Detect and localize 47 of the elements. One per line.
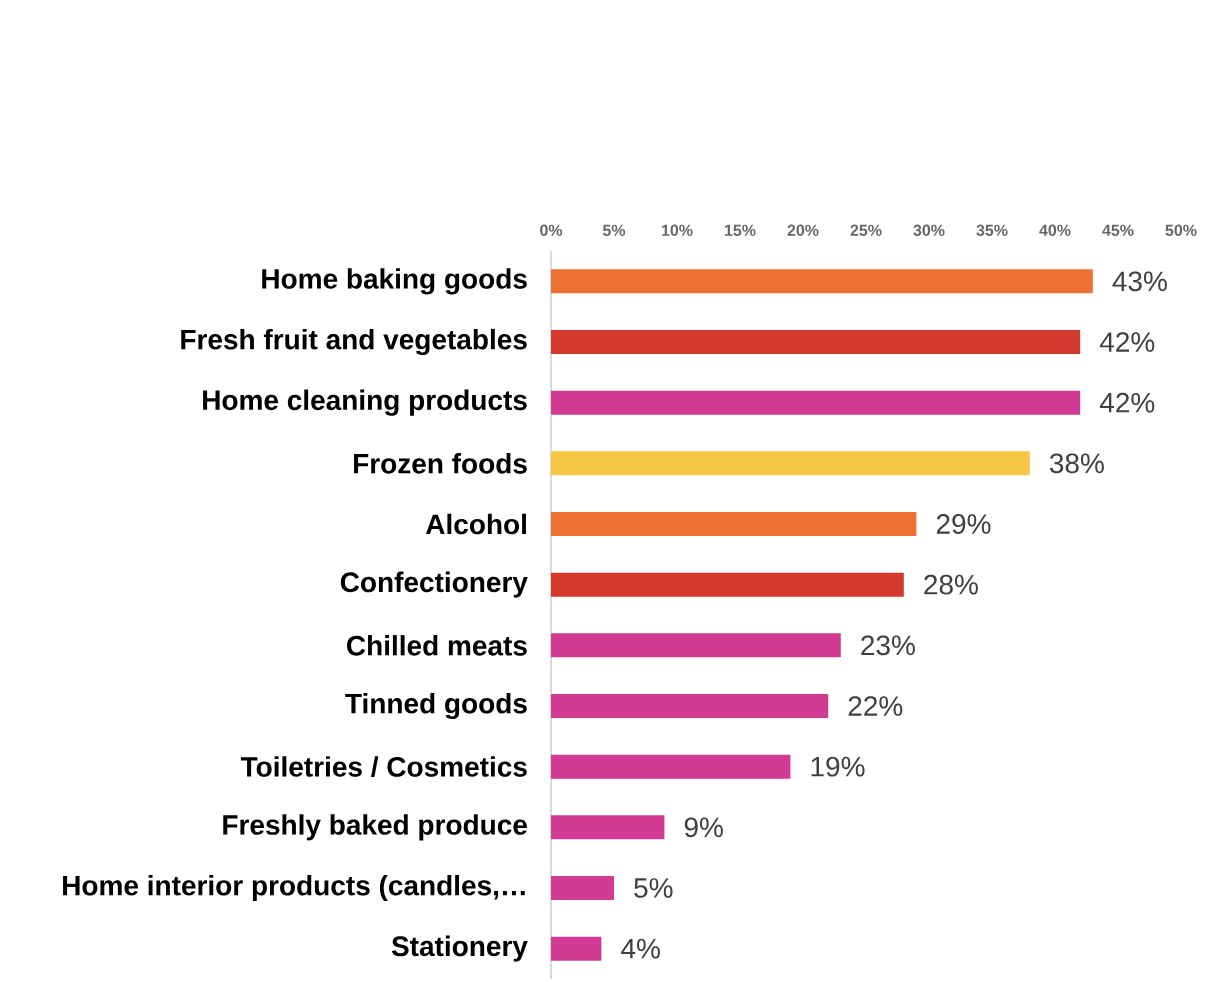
data-label: 29% bbox=[936, 514, 991, 534]
x-tick-label: 0% bbox=[540, 224, 563, 236]
data-label: 22% bbox=[848, 696, 903, 716]
bar bbox=[551, 876, 614, 901]
y-tick-label: Freshly baked produce bbox=[223, 814, 527, 841]
y-tick-label: Toiletries / Cosmetics bbox=[240, 756, 527, 778]
x-tick-label: 10% bbox=[661, 224, 693, 236]
x-tick-label: 50% bbox=[1165, 224, 1197, 236]
x-tick-label: 40% bbox=[1039, 224, 1071, 236]
data-label: 5% bbox=[634, 878, 673, 898]
data-label: 19% bbox=[811, 756, 865, 777]
bar bbox=[551, 330, 1081, 355]
y-tick-label: Alcohol bbox=[425, 513, 526, 535]
data-label: 9% bbox=[684, 817, 723, 838]
x-tick-label: 45% bbox=[1102, 224, 1134, 236]
data-label: 28% bbox=[924, 574, 978, 595]
y-tick-label: Home baking goods bbox=[262, 268, 527, 295]
bar bbox=[551, 694, 829, 719]
data-label: 23% bbox=[861, 635, 915, 656]
y-tick-label: Chilled meats bbox=[347, 635, 527, 656]
data-label: 42% bbox=[1099, 332, 1155, 352]
data-label: 42% bbox=[1099, 392, 1155, 413]
y-tick-label: Confectionery bbox=[340, 571, 528, 598]
bar bbox=[551, 451, 1030, 476]
data-label: 43% bbox=[1112, 271, 1167, 292]
x-tick-label: 15% bbox=[724, 224, 756, 236]
x-tick-label: 25% bbox=[850, 224, 882, 236]
x-tick-label: 20% bbox=[787, 224, 819, 236]
y-tick-label: Home interior products (candles,… bbox=[63, 874, 525, 902]
data-label: 4% bbox=[621, 938, 660, 959]
y-tick-label: Fresh fruit and vegetables bbox=[181, 328, 527, 356]
bar bbox=[551, 633, 841, 658]
y-tick-label: Stationery bbox=[391, 935, 528, 962]
bar bbox=[551, 390, 1081, 415]
x-tick-label: 30% bbox=[913, 224, 945, 236]
data-label: 38% bbox=[1049, 453, 1104, 474]
bar bbox=[551, 512, 917, 537]
bar bbox=[551, 815, 665, 840]
bar bbox=[551, 572, 904, 597]
y-tick-label: Home cleaning products bbox=[203, 389, 527, 416]
bar bbox=[551, 936, 602, 961]
y-tick-label: Frozen foods bbox=[354, 453, 527, 474]
bar bbox=[551, 754, 791, 779]
x-tick-label: 5% bbox=[602, 224, 626, 236]
x-tick-label: 35% bbox=[976, 224, 1008, 236]
y-tick-label: Tinned goods bbox=[345, 692, 527, 720]
bar bbox=[551, 269, 1093, 294]
